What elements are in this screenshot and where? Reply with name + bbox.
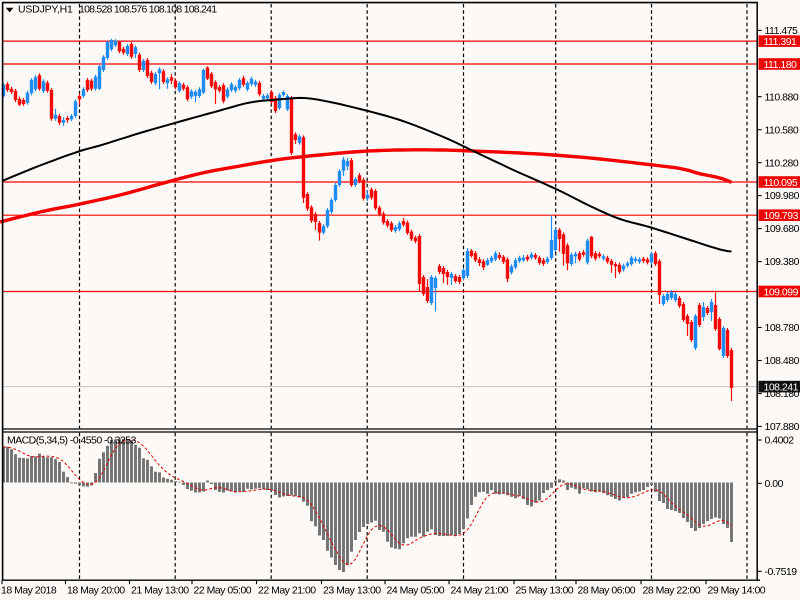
svg-text:28 May 06:00: 28 May 06:00 (578, 584, 636, 596)
svg-text:108.780: 108.780 (765, 322, 800, 334)
svg-text:108.241: 108.241 (764, 381, 799, 393)
svg-text:108.528 108.576 108.108 108.24: 108.528 108.576 108.108 108.241 (79, 4, 217, 16)
svg-text:111.180: 111.180 (764, 59, 798, 71)
svg-text:18 May 2018: 18 May 2018 (1, 584, 57, 596)
svg-text:24 May 05:00: 24 May 05:00 (387, 584, 445, 596)
svg-text:USDJPY,H1: USDJPY,H1 (18, 4, 73, 16)
svg-text:107.880: 107.880 (765, 421, 800, 433)
svg-text:111.475: 111.475 (765, 25, 799, 37)
svg-text:18 May 20:00: 18 May 20:00 (67, 584, 125, 596)
svg-text:28 May 22:00: 28 May 22:00 (643, 584, 701, 596)
svg-text:109.793: 109.793 (764, 210, 799, 222)
svg-text:22 May 05:00: 22 May 05:00 (194, 584, 252, 596)
svg-text:110.580: 110.580 (765, 124, 799, 136)
svg-text:-0.7519: -0.7519 (765, 566, 798, 578)
svg-text:21 May 13:00: 21 May 13:00 (131, 584, 189, 596)
svg-text:MACD(5,34,5) -0.4550 -0.3253: MACD(5,34,5) -0.4550 -0.3253 (7, 435, 136, 447)
svg-text:109.980: 109.980 (765, 190, 800, 202)
svg-text:110.095: 110.095 (764, 177, 798, 189)
svg-text:29 May 14:00: 29 May 14:00 (708, 584, 766, 596)
svg-text:108.480: 108.480 (765, 355, 800, 367)
svg-text:110.880: 110.880 (765, 91, 799, 103)
svg-text:24 May 21:00: 24 May 21:00 (451, 584, 509, 596)
svg-text:110.280: 110.280 (765, 157, 799, 169)
svg-text:23 May 13:00: 23 May 13:00 (323, 584, 381, 596)
svg-text:0.00: 0.00 (765, 478, 784, 490)
svg-text:22 May 21:00: 22 May 21:00 (258, 584, 316, 596)
svg-text:109.680: 109.680 (765, 223, 800, 235)
svg-text:109.380: 109.380 (765, 256, 800, 268)
svg-text:109.099: 109.099 (764, 286, 799, 298)
svg-text:111.391: 111.391 (764, 36, 798, 48)
svg-text:0.4002: 0.4002 (765, 435, 795, 447)
svg-text:25 May 13:00: 25 May 13:00 (516, 584, 574, 596)
